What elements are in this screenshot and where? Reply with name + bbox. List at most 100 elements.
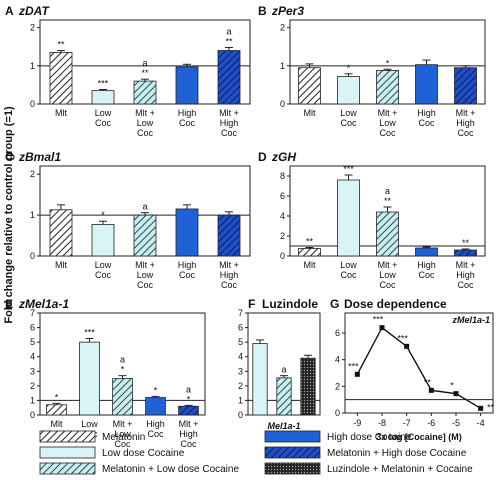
bar xyxy=(298,67,321,105)
significance-label: a xyxy=(142,202,147,212)
significance-label: *** xyxy=(348,361,359,371)
x-category-label: Coc xyxy=(137,128,154,138)
shared-y-axis-label: Fold change relative to control group (=… xyxy=(3,106,15,324)
y-tick-label: 8 xyxy=(280,171,285,181)
significance-label: a xyxy=(281,365,286,375)
bar xyxy=(145,397,166,416)
y-tick-label: 2 xyxy=(30,381,35,391)
bar xyxy=(49,52,73,105)
x-category-label: Mlt + xyxy=(456,108,476,118)
x-category-label: Mlt + xyxy=(179,419,199,429)
y-tick-label: 2 xyxy=(238,381,243,391)
x-category-label: Coc xyxy=(340,118,357,128)
panel-letter: A xyxy=(5,4,14,18)
bar xyxy=(91,224,115,257)
bar xyxy=(178,405,199,416)
x-category-label: Mlt xyxy=(51,419,63,429)
y-tick-label: 4 xyxy=(280,211,285,221)
significance-label: a xyxy=(226,26,231,36)
legend-item-mlthigh: Melatonin + High dose Cocaine xyxy=(264,446,467,459)
panel-f: F Luzindole 0 1 2 3 4 5 6 7 a Mel1a-1 xyxy=(238,297,321,431)
x-tick-label: -6 xyxy=(427,418,435,428)
x-tick-label: -7 xyxy=(403,418,411,428)
legend-label: Melatonin + High dose Cocaine xyxy=(327,448,467,459)
panel-letter: C xyxy=(5,150,14,164)
legend-swatch xyxy=(39,462,96,475)
y-tick-label: 4 xyxy=(30,352,35,362)
bar xyxy=(46,404,67,416)
bar xyxy=(337,76,360,105)
significance-label: * xyxy=(187,394,191,404)
y-tick-label: 4 xyxy=(335,355,340,365)
y-tick-label: 1 xyxy=(30,61,35,71)
x-category-label: High xyxy=(178,108,197,118)
x-category-label: Coc xyxy=(180,439,197,449)
data-point xyxy=(404,343,410,349)
significance-label: a xyxy=(120,355,125,365)
x-category-label: Coc xyxy=(114,439,131,449)
bar xyxy=(175,208,199,257)
x-tick-label: -4 xyxy=(477,418,485,428)
significance-label: * xyxy=(386,58,390,68)
bar xyxy=(217,214,241,257)
panel-letter: G xyxy=(330,297,339,311)
x-category-label: High xyxy=(178,260,197,270)
significance-label: ** xyxy=(141,68,149,78)
y-tick-label: 5 xyxy=(30,337,35,347)
x-axis-label: 3x log [Cocaine] (M) xyxy=(376,432,462,442)
x-category-label: Coc xyxy=(418,270,435,280)
significance-label: ** xyxy=(225,36,233,46)
y-tick-label: 0 xyxy=(335,408,340,418)
x-category-label: Low xyxy=(95,108,112,118)
panel-letter: B xyxy=(258,4,267,18)
significance-label: *** xyxy=(84,328,95,338)
x-tick-label: -5 xyxy=(452,418,460,428)
legend-label: Luzindole + Melatonin + Cocaine xyxy=(327,464,473,475)
y-tick-label: 0 xyxy=(30,99,35,109)
y-tick-label: 5 xyxy=(238,337,243,347)
y-tick-label: 2 xyxy=(30,23,35,33)
x-category-label: Coc xyxy=(179,118,196,128)
significance-label: ** xyxy=(306,237,314,247)
plot-frame xyxy=(344,312,494,414)
bar xyxy=(454,249,477,257)
x-category-label: Mlt + xyxy=(135,108,155,118)
x-category-label: Low xyxy=(95,260,112,270)
panel-title: zBmal1 xyxy=(18,150,61,164)
x-category-label: Coc xyxy=(457,280,474,290)
significance-label: * xyxy=(154,385,158,395)
y-tick-label: 0 xyxy=(280,251,285,261)
y-tick-label: 4 xyxy=(238,352,243,362)
x-category-label: Low xyxy=(81,419,98,429)
bar xyxy=(415,247,438,257)
bar xyxy=(300,357,316,416)
x-category-label: Low xyxy=(137,270,154,280)
significance-label: *** xyxy=(373,315,384,325)
y-tick-label: 1 xyxy=(30,395,35,405)
panel-title: zPer3 xyxy=(271,4,304,18)
legend-item-high: High dose Cocaine xyxy=(264,430,412,443)
legend-swatch xyxy=(39,430,96,443)
x-category-label: High xyxy=(179,429,198,439)
y-tick-label: 1 xyxy=(238,395,243,405)
x-category-label: Coc xyxy=(418,118,435,128)
panel-title: Dose dependence xyxy=(344,297,447,311)
bar xyxy=(337,179,360,257)
data-point xyxy=(428,387,434,393)
legend-swatch xyxy=(39,446,96,459)
significance-label: ** xyxy=(384,196,392,206)
significance-label: a xyxy=(385,186,390,196)
data-point xyxy=(453,391,459,397)
x-category-label: Coc xyxy=(221,280,238,290)
x-category-label: Mlt xyxy=(55,108,67,118)
y-tick-label: 6 xyxy=(335,328,340,338)
series-line xyxy=(356,326,482,409)
x-category-label: Coc xyxy=(379,280,396,290)
bar xyxy=(376,70,399,105)
bar xyxy=(79,341,100,416)
bar xyxy=(133,214,157,257)
